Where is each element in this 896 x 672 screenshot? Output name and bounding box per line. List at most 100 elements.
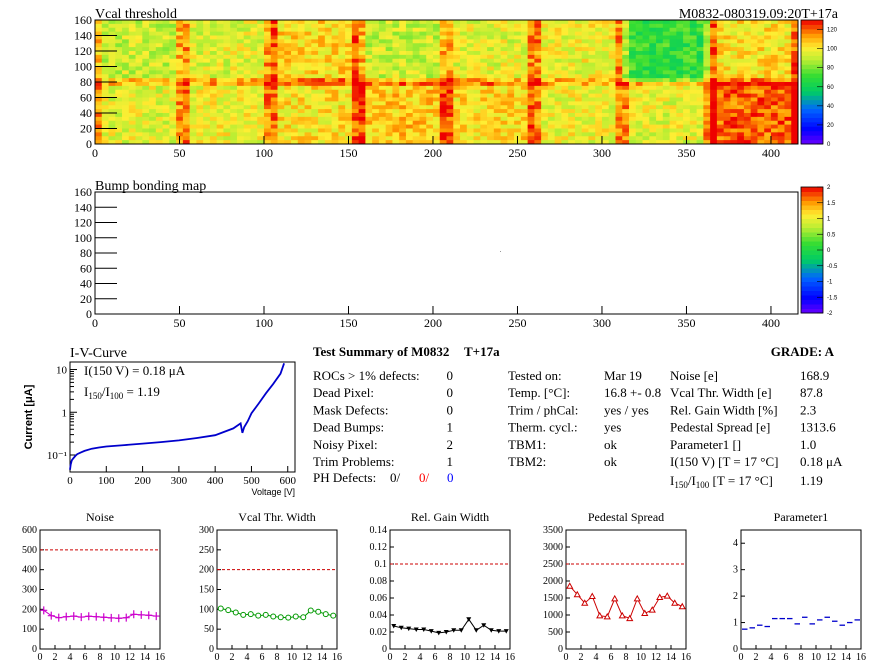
heatmap-cell (311, 47, 319, 52)
heatmap-cell (561, 39, 569, 44)
heatmap-cell (351, 31, 360, 36)
heatmap-cell (291, 101, 299, 106)
heatmap-cell (635, 89, 643, 95)
heatmap-cell (338, 74, 346, 79)
heatmap-cell (405, 128, 414, 133)
heatmap-cell (122, 58, 130, 64)
heatmap-cell (182, 51, 191, 56)
hm1-ytick-label: 120 (74, 44, 92, 58)
hm1-xtick-label: 0 (92, 146, 98, 160)
heatmap-cell (263, 47, 272, 52)
heatmap-cell (385, 43, 393, 48)
heatmap-cell (608, 43, 616, 48)
heatmap-cell (689, 124, 698, 129)
heatmap-cell (784, 66, 792, 71)
heatmap-cell (115, 70, 123, 75)
heatmap-cell (554, 31, 562, 36)
heatmap-cell (777, 97, 785, 102)
heatmap-cell (270, 74, 278, 79)
heatmap-cell (331, 93, 339, 98)
hm2-colorbar-band (801, 254, 823, 260)
heatmap-cell (757, 136, 765, 141)
heatmap-cell (710, 78, 718, 83)
heatmap-cell (622, 31, 630, 36)
heatmap-cell (689, 140, 698, 145)
heatmap-cell (743, 82, 752, 87)
heatmap-cell (466, 51, 474, 56)
heatmap-cell (629, 140, 637, 145)
iv-ytick-label: 10⁻¹ (47, 450, 67, 462)
heatmap-cell (378, 35, 387, 40)
heatmap-cell (122, 113, 130, 118)
heatmap-cell (541, 74, 549, 79)
hm1-colorbar-frame (800, 19, 824, 145)
heatmap-cell (284, 93, 292, 98)
heatmap-cell (399, 23, 407, 29)
heatmap-cell (527, 136, 535, 141)
heatmap-cell (683, 93, 691, 98)
vcal-thr-width-point (255, 612, 262, 619)
summary-col1-value: 1 (447, 454, 454, 469)
heatmap-cell (203, 23, 211, 29)
heatmap-cell (541, 113, 549, 118)
heatmap-cell (378, 120, 387, 126)
heatmap-cell (203, 35, 211, 40)
heatmap-cell (419, 78, 427, 83)
heatmap-cell (750, 85, 758, 91)
heatmap-cell (622, 120, 630, 126)
heatmap-cell (703, 39, 711, 44)
heatmap-cell (412, 70, 420, 75)
heatmap-cell (95, 132, 103, 137)
summary-col1-value: 0 (447, 368, 454, 383)
heatmap-cell (629, 54, 637, 60)
heatmap-cell (588, 31, 596, 36)
heatmap-cell (527, 20, 535, 25)
heatmap-cell (277, 39, 285, 44)
heatmap-cell (95, 47, 103, 52)
heatmap-cell (757, 128, 765, 133)
rel-gain-width-point (391, 624, 397, 629)
heatmap-cell (263, 20, 272, 25)
parameter1-frame (740, 529, 862, 650)
heatmap-cell (588, 78, 596, 83)
heatmap-cell (493, 128, 501, 133)
heatmap-cell (716, 101, 725, 106)
heatmap-cell (284, 132, 292, 137)
heatmap-cell (547, 51, 556, 56)
heatmap-cell (412, 132, 420, 137)
heatmap-cell (554, 70, 562, 75)
heatmap-cell (480, 66, 488, 71)
heatmap-cell (514, 20, 522, 25)
heatmap-cell (622, 82, 630, 87)
heatmap-cell (236, 116, 245, 122)
heatmap-cell (263, 35, 272, 40)
summary-ratio-value: 1.19 (800, 473, 823, 488)
heatmap-cell (656, 66, 664, 71)
heatmap-cell (588, 120, 596, 126)
parameter1-ytick-label: 1 (733, 618, 738, 629)
heatmap-cell (419, 74, 427, 79)
hm1-colorbar-band (801, 20, 823, 25)
heatmap-cell (777, 66, 785, 71)
heatmap-cell (460, 128, 468, 133)
heatmap-cell (689, 101, 698, 106)
heatmap-cell (236, 136, 245, 141)
heatmap-cell (669, 35, 677, 40)
heatmap-cell (683, 124, 691, 129)
heatmap-cell (182, 140, 191, 145)
pedestal-spread-point (611, 594, 619, 602)
heatmap-cell (263, 31, 272, 36)
heatmap-cell (405, 47, 414, 52)
heatmap-cell (128, 78, 136, 83)
heatmap-cell (297, 105, 305, 110)
heatmap-cell (101, 128, 109, 133)
heatmap-cell (203, 47, 211, 52)
heatmap-cell (392, 128, 400, 133)
heatmap-cell (730, 51, 738, 56)
heatmap-cell (568, 120, 576, 126)
heatmap-cell (405, 140, 414, 145)
hm2-ytick-label: 160 (74, 185, 92, 199)
heatmap-cell (95, 66, 103, 71)
heatmap-cell (189, 47, 197, 52)
heatmap-cell (128, 47, 136, 52)
